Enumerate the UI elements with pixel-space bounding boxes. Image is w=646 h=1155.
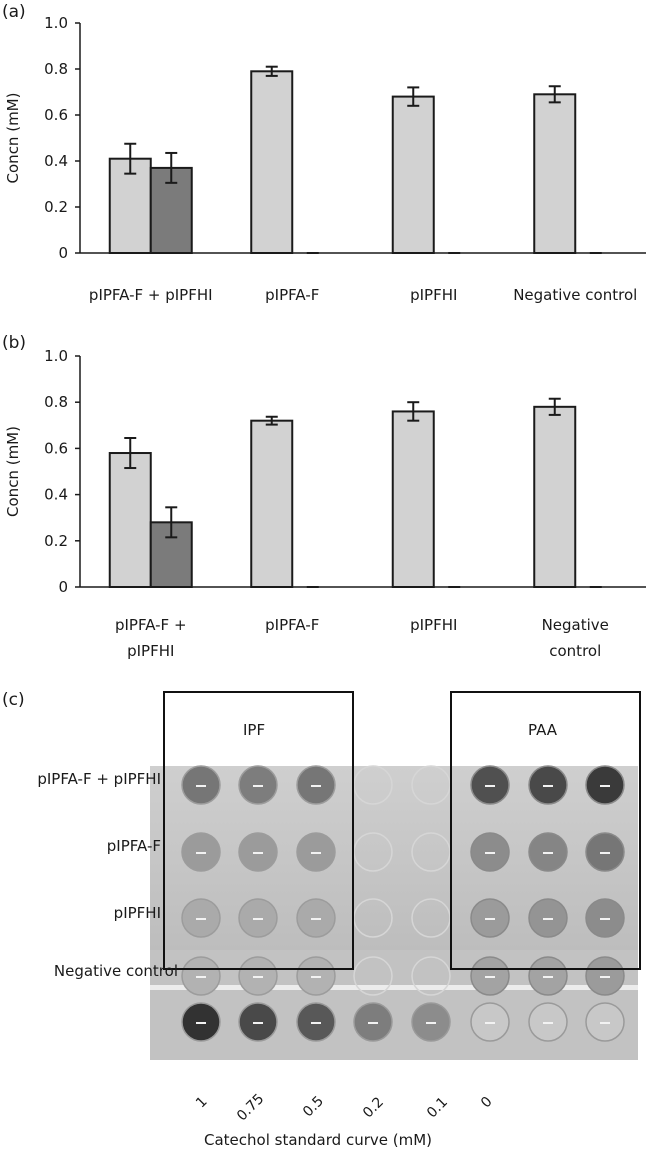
y-axis-label: Concn (mM) (4, 93, 22, 184)
well-reflection (253, 785, 263, 787)
y-tick-label: 0 (58, 244, 68, 262)
category-label: pIPFHI (410, 286, 457, 304)
well-reflection (253, 976, 263, 978)
bar (533, 93, 577, 254)
category-label: pIPFHI (127, 642, 174, 660)
category-label: pIPFHI (410, 616, 457, 634)
standard-label: 0.5 (300, 1093, 328, 1121)
assay-plate-photo (150, 691, 641, 1060)
standard-label: 0.1 (424, 1094, 452, 1122)
plate-x-axis-label: Catechol standard curve (mM) (204, 1131, 432, 1149)
well-reflection (311, 976, 321, 978)
bar-chart-b: 0 0.2 0.4 0.6 0.8 1.0 Concn (mM) pIPFA-F + pIPFH… (4, 347, 646, 660)
well-reflection (600, 1022, 610, 1024)
bar (391, 410, 435, 588)
bar (108, 452, 152, 588)
well (411, 956, 451, 996)
well-reflection (311, 852, 321, 854)
y-tick-label: 0.4 (44, 152, 68, 170)
category-label: control (549, 642, 601, 660)
well-reflection (600, 852, 610, 854)
y-tick-label: 1.0 (44, 14, 68, 32)
well-reflection (600, 976, 610, 978)
well-reflection (196, 1022, 206, 1024)
well-reflection (196, 976, 206, 978)
category-label: Negative control (513, 286, 637, 304)
standard-label: 1 (193, 1093, 211, 1112)
well-reflection (368, 1022, 378, 1024)
well-reflection (543, 1022, 553, 1024)
bar (250, 70, 294, 254)
well-reflection (253, 852, 263, 854)
well-reflection (485, 976, 495, 978)
bar (533, 405, 577, 588)
well-reflection (253, 918, 263, 920)
well-reflection (485, 852, 495, 854)
bar (250, 419, 294, 589)
category-label: pIPFA-F + (115, 616, 187, 634)
paa-box (450, 691, 641, 970)
bar-chart-a: 0 0.2 0.4 0.6 0.8 1.0 Concn (mM) pIPFA-F + pIPF… (4, 14, 646, 304)
plate-row-label: pIPFA-F + pIPFHI (37, 770, 161, 788)
panel-label-c: (c) (2, 690, 25, 710)
plate-row-label: Negative control (53, 962, 178, 980)
well (353, 956, 393, 996)
well-reflection (196, 852, 206, 854)
plate-row-label: pIPFA-F (106, 837, 161, 855)
bar (391, 95, 435, 254)
well-reflection (253, 1022, 263, 1024)
plate-row-label: pIPFHI (113, 904, 161, 922)
well-reflection (485, 918, 495, 920)
y-tick-label: 1.0 (44, 347, 68, 365)
well-reflection (600, 918, 610, 920)
standard-label: 0.2 (360, 1094, 388, 1122)
y-tick-label: 0.6 (44, 106, 68, 124)
y-tick-label: 0.8 (44, 60, 68, 78)
well-reflection (311, 785, 321, 787)
well-reflection (543, 976, 553, 978)
category-label: pIPFA-F + pIPFHI (89, 286, 213, 304)
well-reflection (600, 785, 610, 787)
well-reflection (543, 852, 553, 854)
y-tick-label: 0.8 (44, 393, 68, 411)
well-reflection (543, 785, 553, 787)
ipf-box (163, 691, 354, 970)
plate-box-label-ipf: IPF (243, 721, 266, 739)
category-label: pIPFA-F (265, 286, 319, 304)
y-tick-label: 0 (58, 578, 68, 596)
well-reflection (485, 1022, 495, 1024)
standard-label: 0.75 (234, 1090, 268, 1125)
y-axis-label: Concn (mM) (4, 426, 22, 517)
standard-label: 0 (478, 1093, 496, 1112)
category-label: Negative (542, 616, 609, 634)
category-label: pIPFA-F (265, 616, 319, 634)
y-tick-label: 0.2 (44, 532, 68, 550)
well-reflection (543, 918, 553, 920)
well-reflection (311, 918, 321, 920)
panel-label-b: (b) (2, 333, 27, 353)
well-reflection (426, 1022, 436, 1024)
y-tick-label: 0.4 (44, 486, 68, 504)
well-reflection (196, 785, 206, 787)
y-tick-label: 0.6 (44, 439, 68, 457)
plate-box-label-paa: PAA (528, 721, 558, 739)
well-reflection (485, 785, 495, 787)
well-reflection (196, 918, 206, 920)
plate-edge-highlight (150, 985, 638, 990)
panel-label-a: (a) (2, 2, 26, 22)
well-reflection (311, 1022, 321, 1024)
y-tick-label: 0.2 (44, 198, 68, 216)
